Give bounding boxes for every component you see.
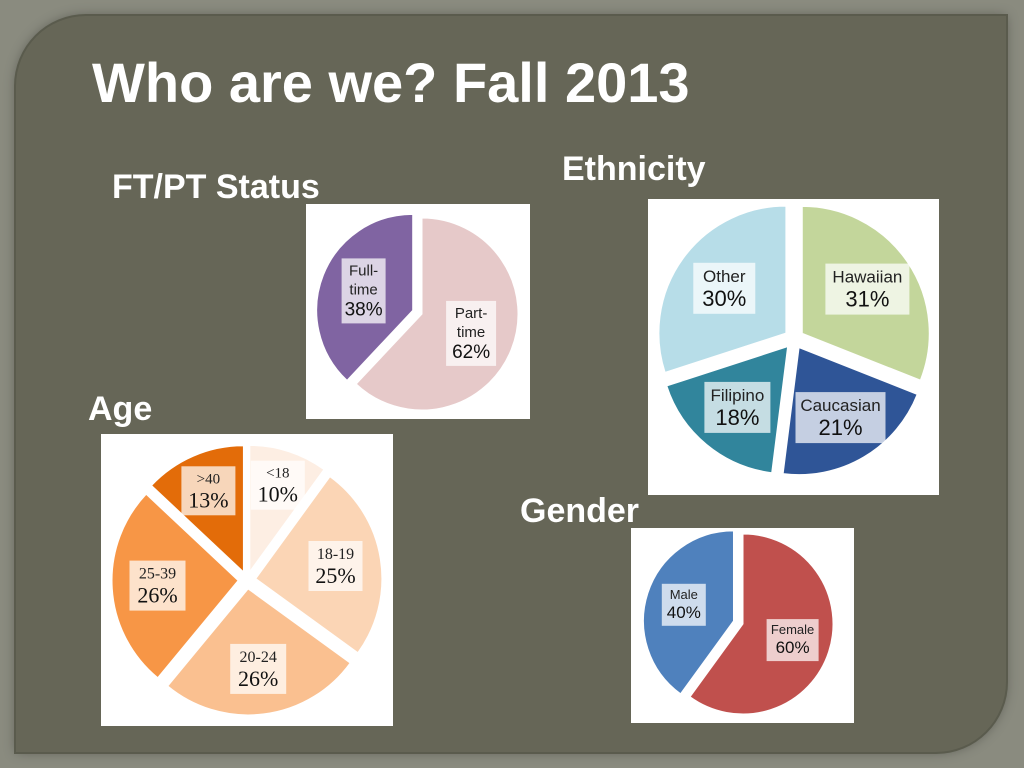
ethnicity-heading: Ethnicity [562, 150, 706, 188]
gender-slice-label: Female [771, 622, 814, 637]
gender-slice-label: Male [670, 587, 698, 602]
ftpt-slice-label: time [349, 281, 377, 298]
age-slice-label: 25-39 [139, 566, 176, 583]
gender-heading: Gender [520, 492, 640, 530]
ftpt-slice-label: Part- [455, 305, 488, 322]
slide-title: Who are we? Fall 2013 [92, 51, 690, 114]
ethnicity-slice-label: Filipino [710, 386, 764, 405]
ftpt-slice-value: 38% [345, 299, 383, 320]
ethnicity-slice-label: Hawaiian [832, 268, 902, 287]
age-slice-value: 25% [315, 563, 355, 588]
gender-chart-panel: Female 60% Male 40% [631, 528, 854, 723]
age-label-box [129, 560, 186, 611]
age-label-box [230, 643, 287, 694]
ftpt-chart-panel: Full-time 38% Part-time 62% [306, 204, 530, 419]
ethnicity-slice-label: Caucasian [800, 396, 880, 415]
age-label-box [308, 541, 363, 591]
gender-slice-female [689, 533, 834, 715]
ethnicity-label-box [704, 381, 771, 433]
age-slice-label: 18-19 [317, 546, 354, 563]
gender-label-box [661, 583, 706, 626]
ethnicity-label-box [795, 392, 886, 444]
ethnicity-label-box [825, 263, 910, 315]
ftpt-label-box [446, 300, 497, 366]
age-slice-label: >40 [197, 471, 220, 487]
gender-label-box [766, 619, 819, 662]
age-slice-label: <18 [266, 466, 289, 482]
gender-slice-value: 40% [667, 603, 701, 622]
ftpt-slice-label: Full- [349, 262, 378, 279]
ethnicity-slice-value: 18% [715, 405, 759, 430]
ethnicity-chart-panel: Hawaiian 31% Caucasian 21% Filipino 18% Other 3… [648, 199, 939, 495]
ftpt-label-box [341, 258, 386, 324]
ftpt-heading: FT/PT Status [112, 168, 320, 206]
age-slice-value: 10% [258, 482, 298, 507]
age-slice-value: 26% [238, 666, 278, 691]
gender-slice-value: 60% [776, 638, 810, 657]
age-slice-label: 20-24 [240, 649, 277, 666]
age-label-box [250, 460, 305, 510]
ethnicity-label-box [693, 262, 756, 314]
age-label-box [181, 466, 236, 516]
ethnicity-slice-value: 30% [702, 286, 746, 311]
ethnicity-slice-value: 31% [845, 287, 889, 312]
ftpt-slice-value: 62% [452, 342, 490, 363]
age-chart-panel: <18 10% 18-19 25% 20-24 26% 25-39 26% >40 13% [101, 434, 393, 726]
age-slice-value: 26% [137, 583, 177, 608]
ethnicity-slice-label: Other [703, 267, 746, 286]
ethnicity-slice-value: 21% [818, 415, 862, 440]
age-slice-value: 13% [188, 487, 228, 512]
ftpt-slice-label: time [457, 324, 485, 341]
age-heading: Age [88, 390, 153, 428]
